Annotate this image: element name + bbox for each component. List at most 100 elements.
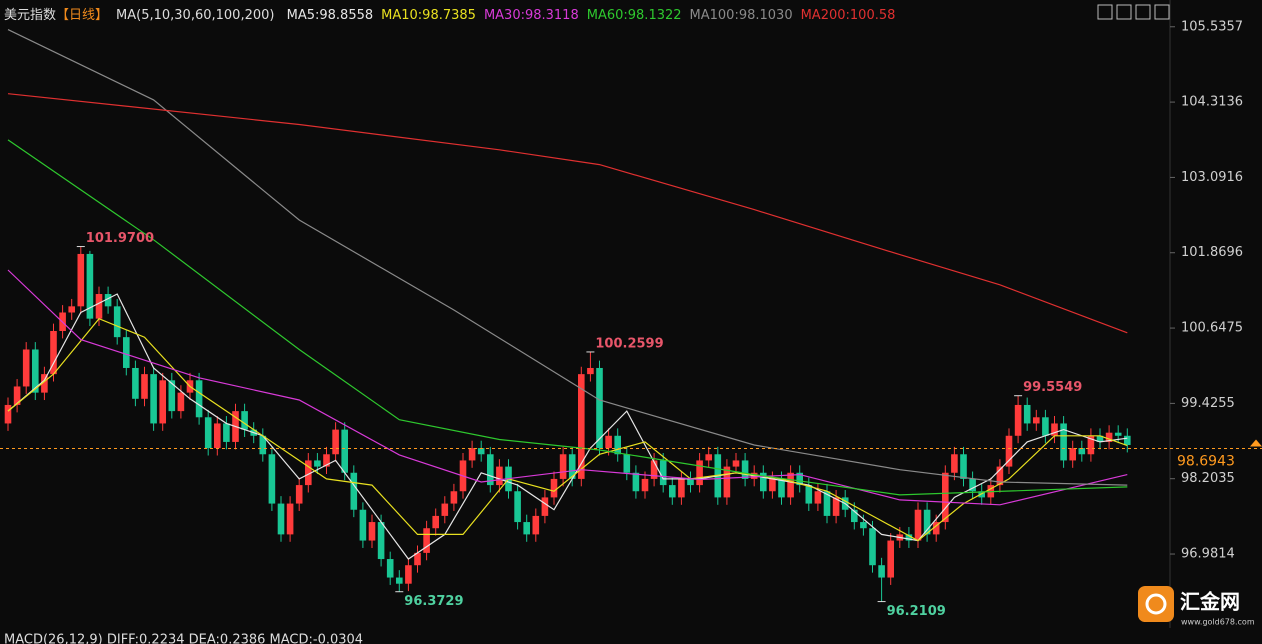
- footer: MACD(26,12,9) DIFF:0.2234 DEA:0.2386 MAC…: [4, 633, 363, 644]
- icon[interactable]: [1135, 4, 1151, 20]
- candle-body: [68, 306, 75, 313]
- extreme-label: 96.2109: [887, 604, 946, 619]
- candle-body: [350, 472, 358, 510]
- candle-body: [568, 454, 576, 479]
- candle-body: [241, 411, 248, 430]
- candle-body: [1124, 435, 1131, 446]
- y-tick-label: 99.4255: [1181, 396, 1235, 411]
- candle-body: [814, 491, 822, 504]
- icon[interactable]: [1154, 4, 1170, 20]
- candle-body: [323, 454, 330, 467]
- legend-entry: MA10:98.7385: [381, 8, 476, 23]
- candle-body: [405, 565, 412, 584]
- candle-body: [104, 294, 112, 307]
- candle-body: [396, 577, 403, 584]
- candle-body: [359, 509, 367, 541]
- candle-body: [550, 478, 558, 498]
- watermark-url: www.gold678.com: [1181, 618, 1255, 627]
- candle-body: [778, 478, 785, 498]
- toolbar-icons[interactable]: [1097, 4, 1170, 20]
- ma-line: [7, 29, 1128, 486]
- candle-body: [259, 435, 267, 455]
- candle-body: [596, 367, 603, 449]
- logo-icon: [1138, 586, 1174, 622]
- candle-body: [13, 386, 21, 405]
- candle-body: [769, 478, 776, 492]
- candle-body: [286, 503, 294, 535]
- candle-body: [414, 552, 421, 566]
- candle-body: [423, 528, 430, 553]
- y-tick-label: 105.5357: [1181, 19, 1243, 34]
- icon[interactable]: [1116, 4, 1132, 20]
- candle-body: [887, 540, 894, 578]
- candle-body: [223, 423, 230, 442]
- icon[interactable]: [1097, 4, 1113, 20]
- candle-body: [1051, 423, 1058, 436]
- extreme-label: 100.2599: [595, 336, 663, 351]
- candle-body: [659, 460, 667, 486]
- period[interactable]: 【日线】: [56, 8, 109, 23]
- candle-body: [923, 509, 931, 535]
- candle-body: [787, 472, 794, 498]
- legend-entry: MA60:98.1322: [586, 8, 682, 23]
- candle-body: [669, 485, 676, 498]
- candle-body: [95, 294, 103, 319]
- candle-body: [432, 515, 439, 529]
- candle-body: [168, 380, 176, 412]
- ma-line: [7, 317, 1128, 542]
- candle-body: [86, 253, 94, 319]
- legend-entry: MA100:98.1030: [689, 8, 793, 23]
- candle-body: [951, 454, 958, 473]
- ma-line: [7, 93, 1128, 334]
- candle-body: [132, 367, 139, 399]
- last-price-label: 98.6943: [1177, 453, 1235, 469]
- candle-body: [860, 522, 867, 529]
- candle-body: [341, 429, 348, 473]
- candle-body: [614, 435, 621, 455]
- candle-body: [932, 522, 940, 535]
- candle-body: [641, 478, 649, 492]
- candle-body: [487, 454, 494, 486]
- ma-line: [7, 269, 1128, 506]
- candle-body: [377, 522, 385, 560]
- candle-body: [869, 528, 876, 566]
- candle-body: [760, 472, 767, 492]
- candle-body: [113, 306, 121, 338]
- candles: [4, 246, 1131, 602]
- candle-body: [650, 460, 658, 479]
- candle-body: [587, 367, 594, 375]
- candle-body: [22, 349, 30, 387]
- legend-entry: MA200:100.58: [800, 8, 896, 23]
- ma-line: [7, 139, 1128, 496]
- candle-body: [623, 454, 631, 473]
- candle-body: [678, 478, 685, 498]
- candle-body: [632, 472, 640, 492]
- y-tick-label: 101.8696: [1181, 245, 1243, 260]
- watermark-name: 汇金网: [1180, 590, 1240, 614]
- candle-body: [159, 380, 166, 424]
- candle-body: [559, 454, 567, 479]
- candle-body: [468, 448, 476, 461]
- candle-body: [942, 472, 949, 523]
- candle-body: [878, 565, 885, 578]
- candle-body: [851, 509, 858, 523]
- candle-body: [969, 478, 976, 492]
- candle-body: [177, 392, 185, 412]
- ma-line: [7, 293, 1128, 560]
- candle-body: [914, 509, 922, 541]
- candle-body: [532, 515, 540, 535]
- candle-body: [1023, 404, 1031, 424]
- indicator: MA(5,10,30,60,100,200): [116, 8, 275, 23]
- candle-body: [705, 454, 712, 461]
- y-tick-label: 96.9814: [1181, 547, 1235, 562]
- title: 美元指数: [4, 8, 57, 23]
- y-tick-label: 104.3136: [1181, 95, 1243, 110]
- extreme-label: 99.5549: [1023, 380, 1082, 395]
- candle-body: [996, 466, 1004, 486]
- extreme-label: 96.3729: [404, 594, 463, 609]
- candle-body: [477, 448, 485, 455]
- candle-body: [687, 478, 694, 486]
- candle-body: [605, 435, 612, 449]
- candle-body: [1014, 404, 1022, 436]
- header: 美元指数【日线】 MA(5,10,30,60,100,200) MA5:98.85…: [4, 4, 903, 23]
